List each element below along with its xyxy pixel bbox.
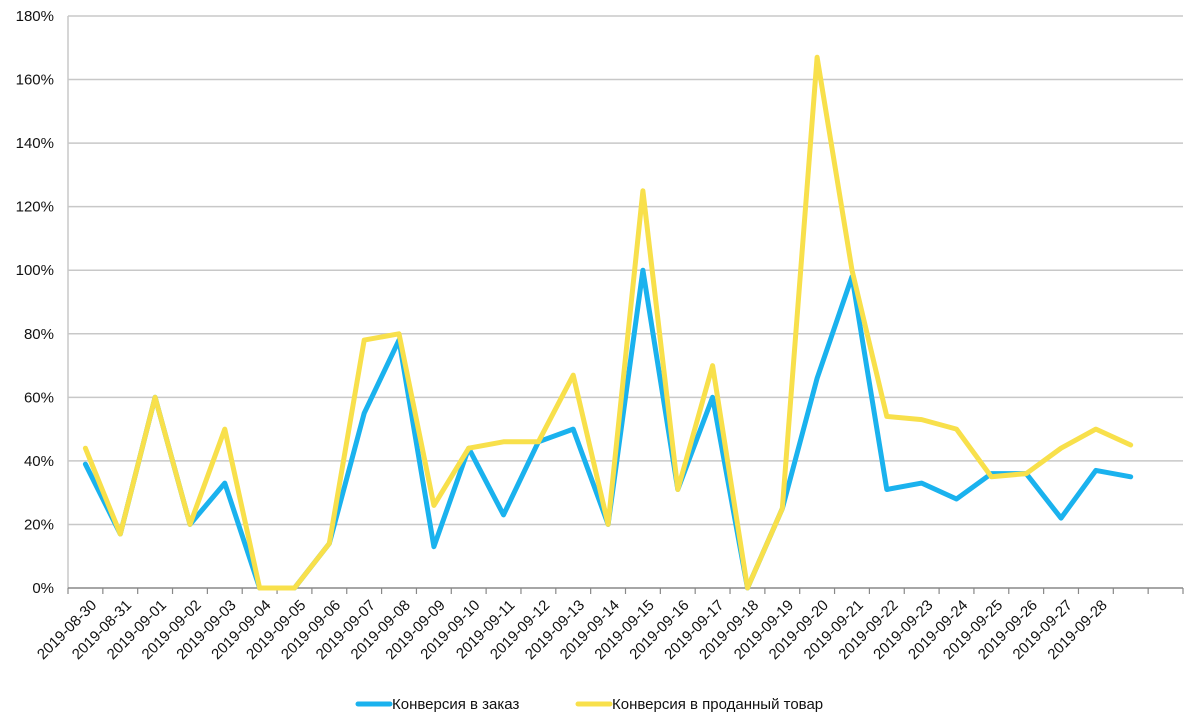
y-tick-label: 20% <box>24 516 54 533</box>
y-tick-label: 140% <box>16 135 54 152</box>
y-tick-label: 0% <box>32 580 54 597</box>
x-axis-ticks: 2019-08-302019-08-312019-09-012019-09-02… <box>34 588 1184 663</box>
y-tick-label: 180% <box>16 8 54 25</box>
series-lines <box>82 54 1134 591</box>
y-tick-label: 160% <box>16 72 54 89</box>
legend-label: Конверсия в проданный товар <box>612 696 823 713</box>
y-tick-label: 100% <box>16 262 54 279</box>
grid-lines <box>67 15 1183 588</box>
legend: Конверсия в заказ Конверсия в проданный т… <box>355 696 823 713</box>
y-tick-label: 60% <box>24 389 54 406</box>
y-axis-ticks: 0% 20% 40% 60% 80% 100% 120% 140% 160% 180% <box>16 8 54 597</box>
y-tick-label: 120% <box>16 199 54 216</box>
legend-label: Конверсия в заказ <box>392 696 519 713</box>
series-line-1 <box>82 267 1134 591</box>
y-tick-label: 40% <box>24 453 54 470</box>
series-line-2 <box>82 54 1134 591</box>
y-tick-label: 80% <box>24 326 54 343</box>
